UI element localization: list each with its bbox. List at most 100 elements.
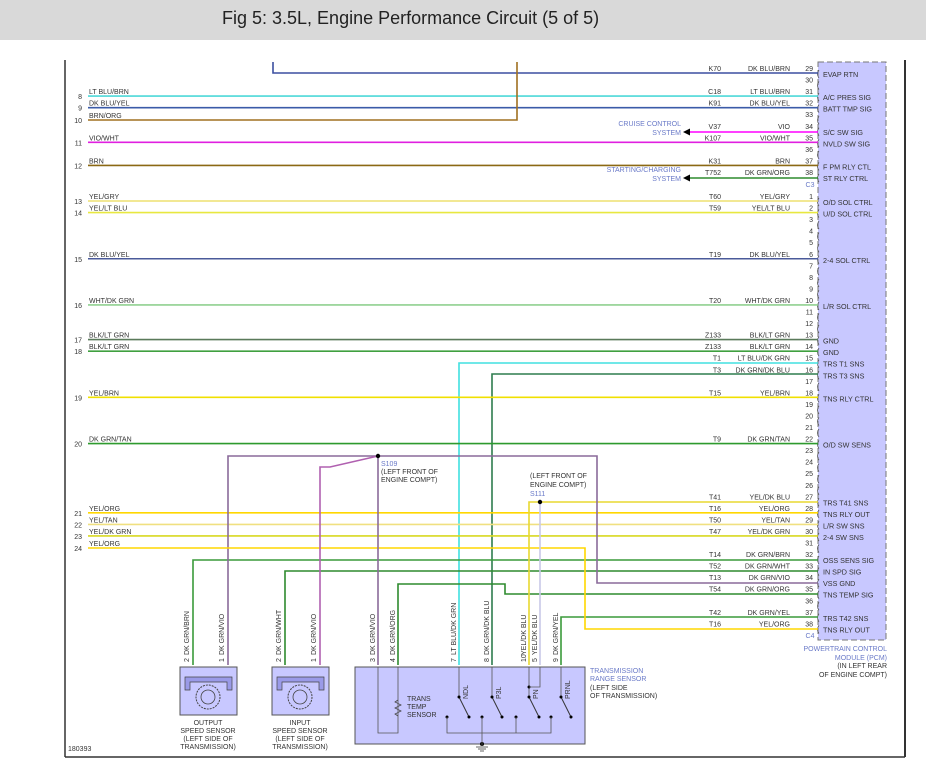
trs-pin-number: 9 [553,658,560,662]
switch-label: PRNL [565,680,572,699]
circuit-id: T60 [709,194,721,201]
pcm-pin-number: 33 [805,564,813,571]
pcm-pin-number: 35 [805,135,813,142]
wire-color-label: DK GRN/DK BLU [736,367,790,374]
wire-color-label: LT BLU/DK GRN [738,356,790,363]
temp-sensor-label: SENSOR [407,712,437,719]
wire-color-label: YEL/ORG [759,506,790,513]
switch-label: PN [533,689,540,699]
pcm-pin-number: 27 [805,494,813,501]
pcm-pin-function: VSS GND [823,579,855,588]
circuit-id: T3 [713,367,721,374]
wire-brn-org [88,62,518,121]
wire-color-label: DK BLU/BRN [748,66,790,73]
trs-pin-number: 8 [484,658,491,662]
wire-t52 [284,570,818,665]
pcm-pin-function: TNS RLY CTRL [823,394,873,403]
pcm-pin-number: 36 [805,598,813,605]
wire-row-number: 17 [74,338,82,345]
connector-terminal-icon [817,220,820,230]
connector-terminal-icon [817,544,820,553]
wire-left-color-label: YEL/LT BLU [89,206,127,213]
wire-row-number: 20 [74,442,82,449]
circuit-id: T15 [709,390,721,397]
connector-terminal-icon [817,232,820,241]
wire-k70 [272,62,818,74]
splice-s109-id: S109 [381,461,397,468]
cruise-control-system-label: SYSTEM [652,130,681,137]
connector-terminal-icon [817,521,820,530]
switch-label: P3L [496,686,503,699]
pcm-pin-function: 2-4 SW SNS [823,533,864,542]
wire-row-number: 19 [74,395,82,402]
switch-contact-icon [458,696,470,718]
connector-terminal-icon [817,209,820,218]
pcm-pin-function: GND [823,337,839,346]
rotation-arrow-icon [200,689,216,705]
connector-terminal-icon [817,347,820,357]
circuit-id: T42 [709,610,721,617]
connector-terminal-icon [817,463,820,472]
circuit-id: T50 [709,517,721,524]
wire-left-color-label: BRN/ORG [89,113,122,120]
splice-s109-location: ENGINE COMPT) [381,477,437,484]
sensor-caption: TRANSMISSION) [272,744,328,751]
pcm-pin-number: 24 [805,460,813,467]
wire-color-label: BLK/LT GRN [750,333,790,340]
wire-left-color-label: BLK/LT GRN [89,344,129,351]
wire-color-label: YEL/LT BLU [752,206,790,213]
sensor-caption: SPEED SENSOR [180,728,235,735]
connector-terminal-icon [817,81,820,90]
wire-row-number: 18 [74,349,82,356]
pcm-pin-number: 14 [805,344,813,351]
sensor-pin-wire-label: DK GRN/VIO [219,613,226,655]
circuit-id: K107 [705,135,721,142]
wire-row-number: 15 [74,257,82,264]
wire-left-color-label: YEL/ORG [89,506,120,513]
connector-terminal-icon [817,92,820,102]
pcm-pin-number: 37 [805,158,813,165]
splice-s109-dot [375,453,381,459]
pcm-pin-number: 2 [809,206,813,213]
circuit-id: K31 [709,158,722,165]
switch-label: NDL [463,685,470,699]
pcm-pin-number: 22 [805,437,813,444]
circuit-id: T52 [709,564,721,571]
starting-charging-system-label: SYSTEM [652,176,681,183]
connector-terminal-icon [817,602,820,611]
pcm-pin-number: 36 [805,147,813,154]
cruise-control-system-label: CRUISE CONTROL [618,121,681,128]
pcm-pin-function: NVLD SW SIG [823,139,871,148]
connector-terminal-icon [817,150,820,160]
output-speed-sensor [179,666,238,716]
circuit-id: T54 [709,587,721,594]
pn-bridge [529,667,541,688]
connector-terminal-icon [817,417,820,426]
wire-color-label: DK GRN/WHT [745,564,791,571]
circuit-id: T752 [705,170,721,177]
pcm-pin-number: 25 [805,471,813,478]
wire-row-number: 21 [74,511,82,518]
pcm-pin-function: L/R SOL CTRL [823,302,871,311]
page-title: Fig 5: 3.5L, Engine Performance Circuit … [222,8,600,28]
sensor-pin-number: 2 [184,658,191,662]
switch-pivot [490,695,494,699]
wire-color-label: DK GRN/VIO [749,575,791,582]
trs-pin-wire-label: DK GRN/YEL [553,612,560,655]
splice-s111-location: ENGINE COMPT) [530,482,586,489]
connector-terminal-icon [817,371,820,380]
wire-color-label: DK GRN/ORG [745,170,790,177]
circuit-id: T9 [713,437,721,444]
pcm-pin-number: 9 [809,286,813,293]
wire-left-color-label: YEL/BRN [89,390,119,397]
sensor-pin-number: 1 [219,658,226,662]
pcm-pin-number: 4 [809,229,813,236]
connector-terminal-icon [817,336,820,345]
pcm-pin-number: 5 [809,240,813,247]
sensor-gear-icon [195,684,221,710]
pcm-pin-function: OSS SENS SIG [823,556,875,565]
circuit-id: T19 [709,252,721,259]
trs-name: RANGE SENSOR [590,676,646,683]
circuit-id: K91 [709,101,722,108]
